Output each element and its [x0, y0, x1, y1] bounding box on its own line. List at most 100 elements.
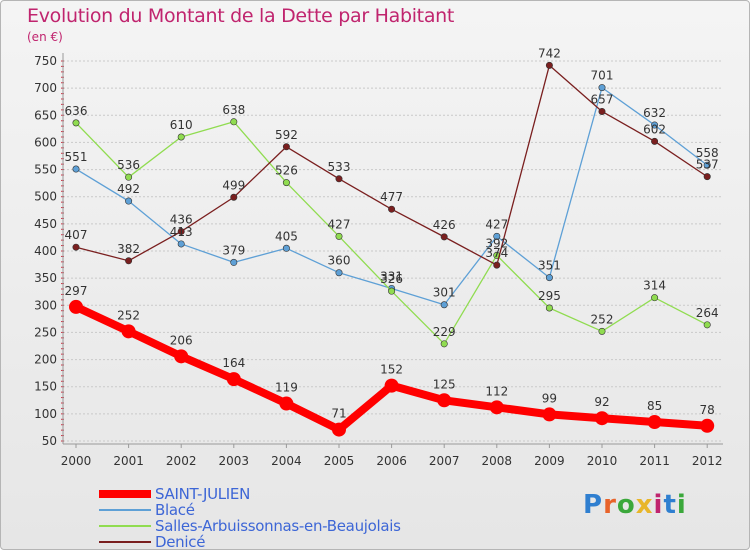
data-label-denice: 499 — [222, 178, 245, 192]
data-label-salles-arbuissonnas-en-beaujolais: 610 — [170, 118, 193, 132]
legend-swatch — [99, 525, 151, 527]
data-label-saint-julien: 164 — [222, 356, 245, 370]
data-label-saint-julien: 112 — [485, 384, 508, 398]
logo-letter: i — [653, 490, 664, 520]
data-label-blace: 331 — [380, 269, 403, 283]
data-point-denice — [703, 173, 711, 181]
data-label-saint-julien: 92 — [594, 395, 609, 409]
data-label-salles-arbuissonnas-en-beaujolais: 326 — [380, 272, 403, 286]
data-label-salles-arbuissonnas-en-beaujolais: 536 — [117, 158, 140, 172]
y-tick-label: 50 — [42, 434, 57, 448]
data-point-denice — [230, 193, 238, 201]
data-label-saint-julien: 85 — [647, 399, 662, 413]
x-tick-label: 2012 — [692, 454, 723, 468]
series-salles-arbuissonnas-en-beaujolais — [72, 118, 711, 348]
data-point-blace — [703, 161, 711, 169]
data-point-saint-julien — [647, 415, 662, 429]
data-label-denice: 537 — [696, 158, 719, 172]
data-point-denice — [125, 257, 133, 265]
data-label-saint-julien: 152 — [380, 363, 403, 377]
data-point-salles-arbuissonnas-en-beaujolais — [72, 119, 80, 127]
data-label-salles-arbuissonnas-en-beaujolais: 229 — [433, 325, 456, 339]
logo-letter: i — [676, 490, 687, 520]
data-label-salles-arbuissonnas-en-beaujolais: 264 — [696, 306, 719, 320]
data-point-denice — [177, 227, 185, 235]
logo-letter: P — [583, 490, 604, 520]
data-label-denice: 602 — [643, 122, 666, 136]
data-point-saint-julien — [542, 407, 557, 422]
data-label-salles-arbuissonnas-en-beaujolais: 295 — [538, 289, 561, 303]
chart-subtitle: (en €) — [27, 30, 63, 44]
data-point-saint-julien — [174, 349, 189, 364]
data-label-denice: 382 — [117, 242, 140, 256]
data-label-blace: 558 — [696, 146, 719, 160]
data-label-salles-arbuissonnas-en-beaujolais: 314 — [643, 279, 666, 293]
data-point-saint-julien — [384, 378, 399, 393]
data-label-salles-arbuissonnas-en-beaujolais: 252 — [591, 312, 614, 326]
data-point-salles-arbuissonnas-en-beaujolais — [545, 304, 553, 312]
legend-label: Blacé — [155, 501, 195, 519]
data-label-denice: 742 — [538, 46, 561, 60]
data-point-denice — [598, 107, 606, 115]
x-tick-label: 2002 — [166, 454, 197, 468]
x-tick-label: 2003 — [219, 454, 250, 468]
y-tick-label: 150 — [34, 380, 57, 394]
data-label-denice: 592 — [275, 128, 298, 142]
data-point-saint-julien — [437, 393, 452, 408]
data-point-salles-arbuissonnas-en-beaujolais — [703, 321, 711, 329]
data-label-denice: 477 — [380, 190, 403, 204]
data-point-denice — [493, 261, 501, 269]
data-label-blace: 360 — [328, 254, 351, 268]
data-label-saint-julien: 125 — [433, 377, 456, 391]
axes: 50 100 150 200 250 300 350 400 450 500 550 600 650 70… — [34, 53, 723, 468]
data-label-blace: 492 — [117, 182, 140, 196]
data-point-denice — [72, 243, 80, 251]
data-point-salles-arbuissonnas-en-beaujolais — [282, 179, 290, 187]
x-tick-label: 2011 — [639, 454, 670, 468]
logo-letter: r — [603, 490, 617, 520]
y-tick-label: 400 — [34, 244, 57, 258]
data-point-salles-arbuissonnas-en-beaujolais — [230, 118, 238, 126]
data-point-salles-arbuissonnas-en-beaujolais — [651, 294, 659, 302]
data-point-saint-julien — [595, 411, 609, 426]
data-point-salles-arbuissonnas-en-beaujolais — [598, 327, 606, 335]
data-label-denice: 426 — [433, 218, 456, 232]
y-tick-label: 500 — [34, 190, 57, 204]
data-point-salles-arbuissonnas-en-beaujolais — [388, 287, 396, 295]
data-label-salles-arbuissonnas-en-beaujolais: 427 — [328, 217, 351, 231]
logo-letter: o — [616, 490, 636, 520]
legend-swatch — [99, 509, 151, 511]
data-point-blace — [651, 121, 659, 129]
x-tick-label: 2010 — [587, 454, 618, 468]
x-tick-label: 2000 — [61, 454, 92, 468]
data-point-saint-julien — [226, 372, 241, 387]
data-point-salles-arbuissonnas-en-beaujolais — [335, 232, 343, 240]
data-label-saint-julien: 71 — [331, 407, 346, 421]
data-point-salles-arbuissonnas-en-beaujolais — [440, 340, 448, 348]
data-point-denice — [545, 61, 553, 69]
grid-lines — [63, 60, 723, 442]
data-label-salles-arbuissonnas-en-beaujolais: 392 — [485, 236, 508, 250]
y-tick-label: 650 — [34, 108, 57, 122]
data-label-denice: 657 — [591, 92, 614, 106]
y-tick-label: 600 — [34, 135, 57, 149]
series-denice — [72, 61, 711, 269]
y-tick-label: 100 — [34, 407, 57, 421]
data-label-denice: 436 — [170, 212, 193, 226]
data-labels: 551 492 413 379 405 360 331 301 427 351 701 632 558 6… — [65, 46, 719, 420]
data-label-blace: 351 — [538, 259, 561, 273]
data-label-blace: 405 — [275, 229, 298, 243]
data-point-saint-julien — [69, 299, 83, 314]
y-tick-label: 350 — [34, 271, 57, 285]
chart-title: Evolution du Montant de la Dette par Hab… — [27, 5, 455, 27]
series-saint-julien — [69, 299, 715, 437]
data-point-salles-arbuissonnas-en-beaujolais — [125, 173, 133, 181]
data-label-denice: 374 — [485, 246, 508, 260]
data-label-denice: 407 — [65, 228, 88, 242]
data-label-saint-julien: 206 — [170, 333, 193, 347]
data-point-denice — [440, 233, 448, 241]
data-label-blace: 427 — [485, 217, 508, 231]
series-lines — [69, 61, 715, 437]
data-label-saint-julien: 119 — [275, 381, 298, 395]
